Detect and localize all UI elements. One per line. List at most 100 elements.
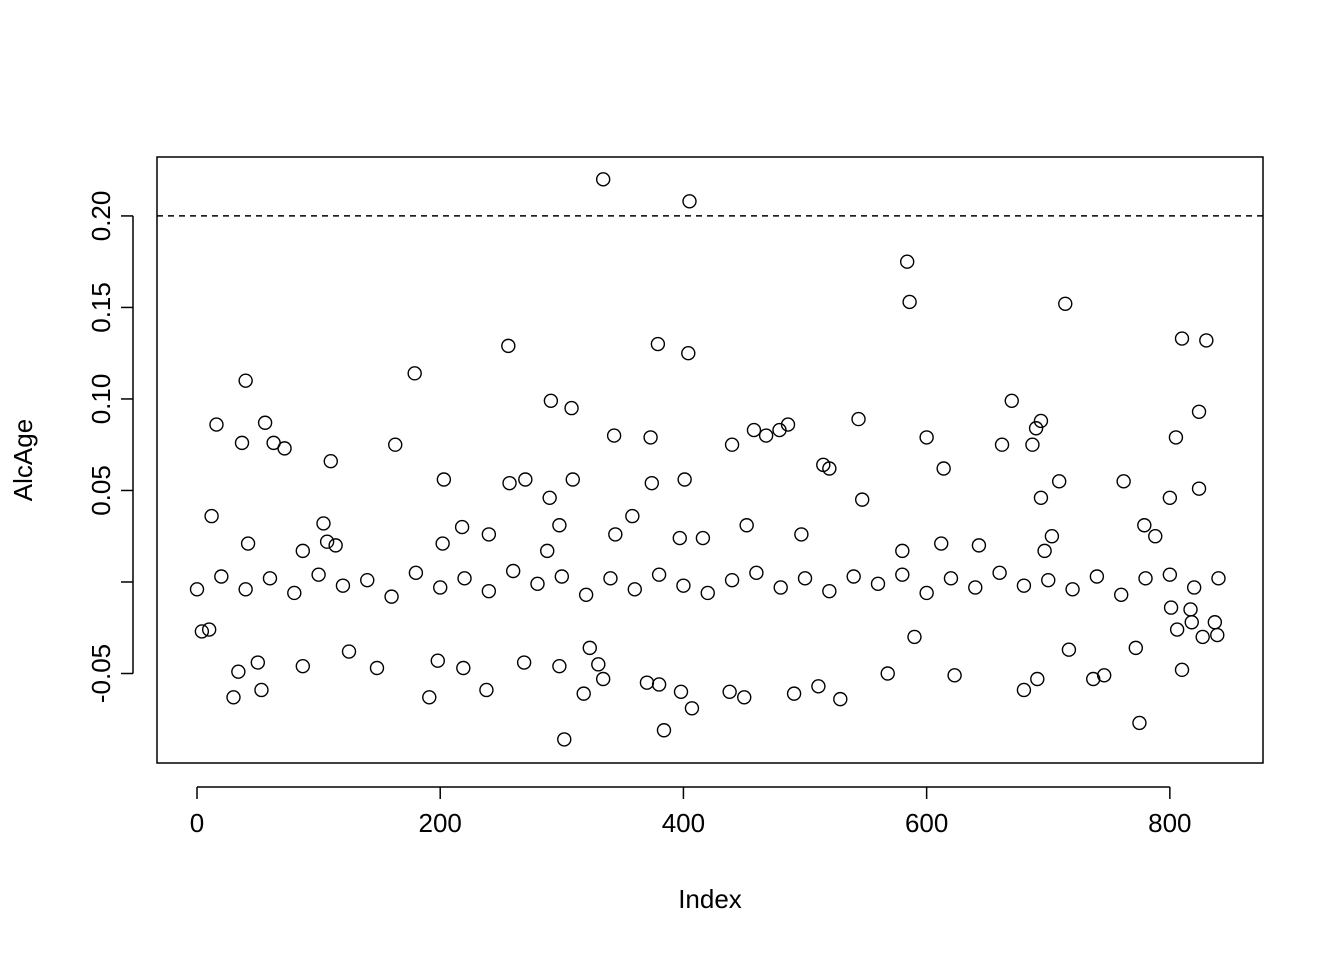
point	[994, 437, 1010, 452]
point	[895, 543, 910, 559]
point	[1004, 393, 1019, 408]
point	[651, 677, 667, 692]
point	[684, 701, 700, 716]
point	[797, 571, 813, 586]
point	[540, 543, 555, 559]
point	[1191, 404, 1207, 419]
point	[650, 336, 666, 352]
point	[1061, 642, 1077, 657]
point	[971, 538, 987, 553]
point	[625, 508, 640, 524]
point	[226, 690, 241, 705]
point	[1016, 578, 1032, 593]
point	[595, 671, 611, 687]
point	[1030, 671, 1045, 687]
point	[595, 172, 611, 187]
point	[603, 571, 618, 586]
point	[369, 660, 385, 676]
point	[1132, 715, 1147, 731]
point	[591, 657, 606, 672]
point	[1168, 430, 1184, 445]
point	[319, 534, 335, 549]
point	[505, 563, 521, 579]
point	[681, 346, 696, 361]
point	[254, 682, 269, 698]
point	[772, 422, 787, 438]
point	[919, 585, 934, 601]
point	[422, 690, 437, 705]
y-tick-label: 0.15	[86, 282, 116, 333]
point	[295, 543, 311, 559]
point	[565, 472, 580, 487]
point	[435, 536, 450, 551]
point	[1183, 602, 1198, 617]
point	[749, 565, 764, 581]
point	[1114, 587, 1129, 602]
point	[530, 576, 545, 592]
point	[724, 437, 740, 452]
point	[234, 435, 250, 451]
point	[209, 417, 224, 432]
point	[323, 453, 338, 469]
point	[582, 640, 597, 656]
point	[992, 565, 1007, 581]
point	[518, 472, 533, 487]
point	[557, 732, 572, 747]
point	[758, 428, 774, 443]
point	[552, 658, 567, 674]
point	[1128, 640, 1144, 656]
point	[384, 589, 399, 604]
point	[870, 576, 886, 592]
point	[895, 567, 910, 582]
point	[673, 684, 689, 700]
x-tick-label: 600	[905, 808, 948, 838]
point	[481, 583, 497, 599]
point	[1044, 529, 1060, 544]
point	[1186, 580, 1202, 595]
point	[457, 571, 472, 586]
y-tick-label: 0.10	[86, 374, 116, 425]
point	[1163, 600, 1179, 615]
point	[1199, 333, 1214, 348]
point	[1138, 571, 1153, 586]
point	[724, 572, 740, 588]
point	[1041, 572, 1056, 588]
point	[436, 472, 452, 487]
point	[1033, 490, 1049, 505]
point	[919, 430, 934, 445]
point	[430, 653, 445, 668]
point	[811, 679, 826, 694]
x-axis-label: Index	[678, 884, 742, 914]
y-axis-label: AlcAge	[8, 419, 38, 501]
point	[677, 472, 692, 487]
point	[576, 686, 591, 701]
point	[1016, 682, 1032, 698]
point	[1211, 571, 1226, 586]
point	[899, 254, 915, 269]
point	[822, 583, 837, 599]
point	[902, 294, 917, 310]
point	[1191, 481, 1207, 496]
point	[201, 622, 217, 637]
point	[880, 666, 895, 681]
point	[238, 373, 253, 388]
point	[627, 582, 642, 597]
point	[407, 366, 422, 381]
x-tick-label: 0	[190, 808, 204, 838]
point	[360, 572, 375, 588]
point	[1058, 296, 1073, 311]
point	[737, 690, 752, 705]
point	[1051, 474, 1067, 489]
point	[672, 530, 687, 546]
point	[564, 400, 579, 416]
point	[189, 582, 205, 597]
point	[1169, 622, 1185, 637]
point	[257, 415, 273, 430]
point	[786, 686, 802, 701]
point	[1174, 331, 1190, 346]
point	[295, 658, 311, 674]
point	[433, 580, 448, 595]
point	[479, 682, 494, 698]
point	[1162, 567, 1178, 582]
